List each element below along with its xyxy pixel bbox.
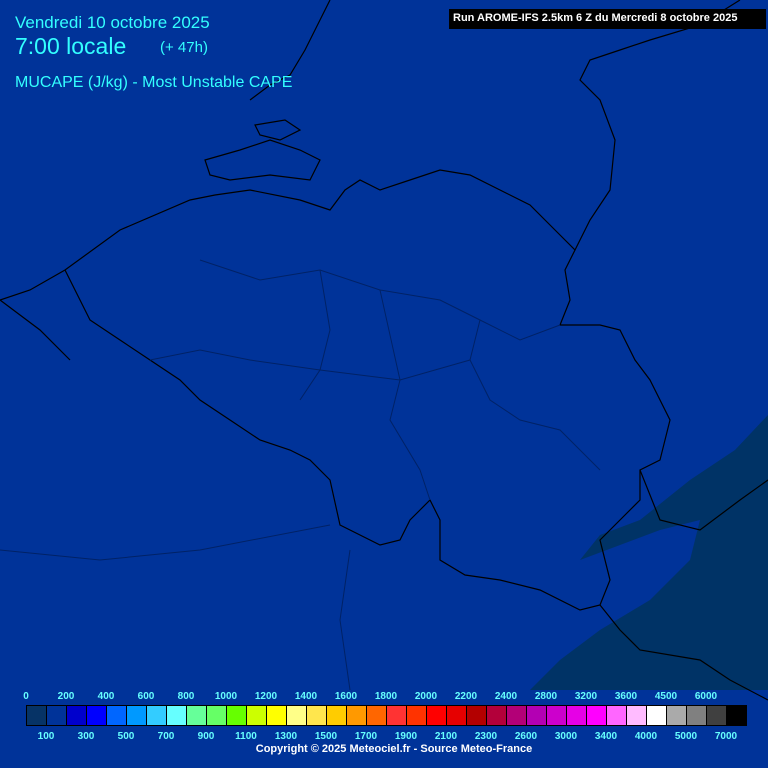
- legend-swatch: [487, 706, 507, 725]
- legend-top-label: 0: [23, 691, 29, 702]
- legend-swatch: [127, 706, 147, 725]
- legend-top-label: 2000: [414, 691, 438, 702]
- legend-swatch: [687, 706, 707, 725]
- legend-bottom-label: 1500: [314, 731, 338, 742]
- low-cape-area: [530, 415, 768, 690]
- legend-swatch: [227, 706, 247, 725]
- legend-top-label: 400: [97, 691, 115, 702]
- legend-swatch: [567, 706, 587, 725]
- legend-swatch: [87, 706, 107, 725]
- legend-bottom-label: 100: [37, 731, 55, 742]
- legend-bottom-label: 3400: [594, 731, 618, 742]
- legend-swatch: [587, 706, 607, 725]
- legend-top-label: 1400: [294, 691, 318, 702]
- legend-top-label: 3600: [614, 691, 638, 702]
- legend-swatch: [607, 706, 627, 725]
- legend-swatch: [387, 706, 407, 725]
- forecast-lead-time: (+ 47h): [160, 39, 208, 56]
- legend-swatch: [307, 706, 327, 725]
- legend-top-label: 3200: [574, 691, 598, 702]
- legend-bottom-label: 300: [77, 731, 95, 742]
- legend-bottom-label: 900: [197, 731, 215, 742]
- region-borders: [0, 259, 601, 691]
- legend-swatch: [627, 706, 647, 725]
- forecast-date: Vendredi 10 octobre 2025: [15, 13, 210, 32]
- legend-bottom-label: 2300: [474, 731, 498, 742]
- legend-top-label: 1000: [214, 691, 238, 702]
- model-run-label: Run AROME-IFS 2.5km 6 Z du Mercredi 8 oc…: [449, 9, 766, 29]
- color-scale-legend: [26, 705, 747, 726]
- legend-top-label: 2200: [454, 691, 478, 702]
- legend-swatch: [547, 706, 567, 725]
- forecast-time: 7:00 locale: [15, 33, 127, 59]
- legend-swatch: [107, 706, 127, 725]
- legend-swatch: [427, 706, 447, 725]
- legend-bottom-label: 500: [117, 731, 135, 742]
- legend-bottom-label: 1300: [274, 731, 298, 742]
- legend-swatch: [27, 706, 47, 725]
- legend-top-label: 600: [137, 691, 155, 702]
- legend-top-label: 200: [57, 691, 75, 702]
- legend-swatch: [467, 706, 487, 725]
- legend-swatch: [347, 706, 367, 725]
- legend-bottom-label: 3000: [554, 731, 578, 742]
- parameter-title: MUCAPE (J/kg) - Most Unstable CAPE: [15, 74, 293, 91]
- legend-swatch: [647, 706, 667, 725]
- legend-swatch: [707, 706, 727, 725]
- legend-bottom-label: 5000: [674, 731, 698, 742]
- legend-swatch: [527, 706, 547, 725]
- legend-swatch: [267, 706, 287, 725]
- legend-top-label: 1200: [254, 691, 278, 702]
- copyright: Copyright © 2025 Meteociel.fr - Source M…: [255, 743, 533, 755]
- legend-swatch: [207, 706, 227, 725]
- country-borders: [0, 0, 768, 701]
- legend-swatch: [47, 706, 67, 725]
- legend-bottom-label: 700: [157, 731, 175, 742]
- legend-bottom-label: 1700: [354, 731, 378, 742]
- legend-top-label: 800: [177, 691, 195, 702]
- legend-bottom-label: 2100: [434, 731, 458, 742]
- legend-swatch: [287, 706, 307, 725]
- legend-swatch: [167, 706, 187, 725]
- legend-swatch: [247, 706, 267, 725]
- legend-swatch: [447, 706, 467, 725]
- legend-top-label: 1600: [334, 691, 358, 702]
- legend-top-label: 1800: [374, 691, 398, 702]
- legend-swatch: [67, 706, 87, 725]
- legend-bottom-label: 1900: [394, 731, 418, 742]
- legend-swatch: [407, 706, 427, 725]
- legend-top-label: 4500: [654, 691, 678, 702]
- legend-bottom-label: 7000: [714, 731, 738, 742]
- legend-top-label: 2400: [494, 691, 518, 702]
- legend-bottom-label: 2600: [514, 731, 538, 742]
- legend-swatch: [147, 706, 167, 725]
- legend-top-label: 2800: [534, 691, 558, 702]
- legend-swatch: [327, 706, 347, 725]
- legend-swatch: [667, 706, 687, 725]
- legend-swatch: [727, 706, 746, 725]
- legend-swatch: [367, 706, 387, 725]
- legend-swatch: [187, 706, 207, 725]
- legend-swatch: [507, 706, 527, 725]
- legend-top-label: 6000: [694, 691, 718, 702]
- legend-bottom-label: 1100: [235, 731, 257, 742]
- legend-bottom-label: 4000: [634, 731, 658, 742]
